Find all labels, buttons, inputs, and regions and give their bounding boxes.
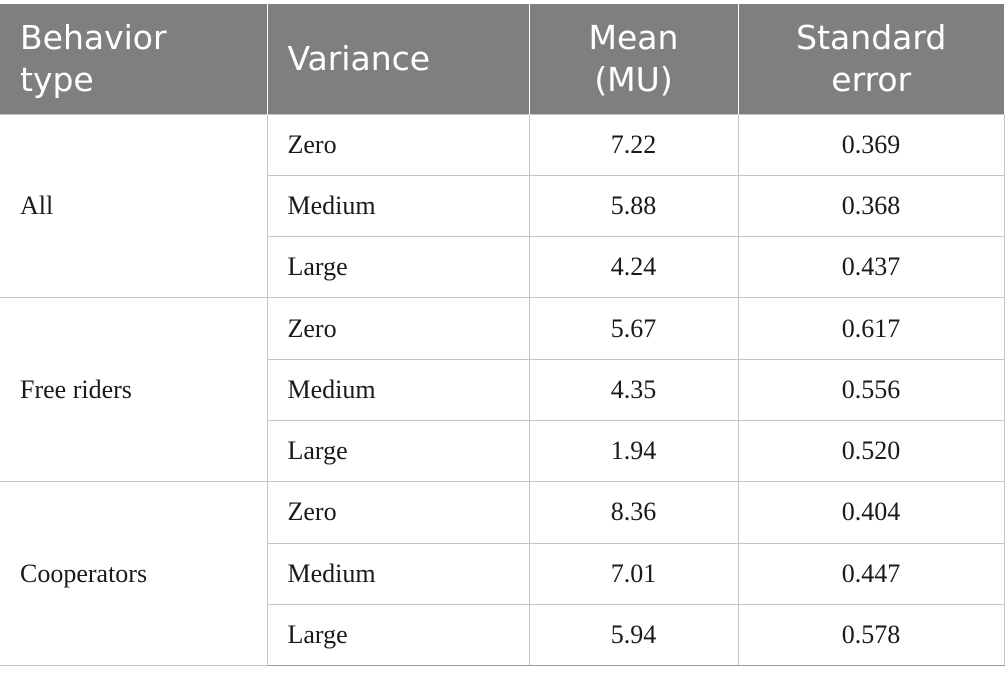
group-label: All (0, 113, 268, 299)
mean-cell: 8.36 (528, 481, 739, 544)
table-body: All Zero 7.22 0.369 Medium 5.88 0.368 La… (0, 113, 1005, 667)
standard-error-cell: 0.578 (737, 603, 1005, 667)
variance-cell: Medium (266, 174, 530, 238)
table-row: All Zero 7.22 0.369 (0, 113, 1005, 299)
mean-cell: 7.22 (528, 113, 739, 176)
variance-cell: Large (266, 419, 530, 483)
table-row: Medium 5.88 0.368 (0, 174, 1005, 238)
group-label: Cooperators (0, 481, 268, 667)
header-variance: Variance (266, 4, 529, 114)
variance-cell: Zero (266, 297, 530, 360)
standard-error-cell: 0.369 (737, 113, 1005, 176)
mean-cell: 5.67 (528, 297, 739, 360)
table-row: Large 1.94 0.520 (0, 419, 1005, 483)
mean-cell: 1.94 (528, 419, 739, 483)
mean-cell: 5.94 (528, 603, 739, 667)
variance-cell: Medium (266, 542, 530, 605)
standard-error-cell: 0.447 (737, 542, 1005, 605)
header-behavior-type: Behavior type (0, 4, 267, 114)
variance-cell: Zero (266, 113, 530, 176)
header-standard-error: Standard error (737, 4, 1004, 114)
standard-error-cell: 0.437 (737, 236, 1005, 299)
table-row: Free riders Zero 5.67 0.617 (0, 297, 1005, 483)
mean-cell: 7.01 (528, 542, 739, 605)
standard-error-cell: 0.404 (737, 481, 1005, 544)
variance-cell: Medium (266, 358, 530, 421)
header-row: Behavior type Variance Mean (MU) Standar… (0, 4, 1004, 114)
standard-error-cell: 0.520 (737, 419, 1005, 483)
standard-error-cell: 0.368 (737, 174, 1005, 238)
standard-error-cell: 0.556 (737, 358, 1005, 421)
header-mean: Mean (MU) (528, 4, 738, 114)
standard-error-cell: 0.617 (737, 297, 1005, 360)
variance-cell: Large (266, 603, 530, 667)
group-label: Free riders (0, 297, 268, 483)
mean-cell: 4.35 (528, 358, 739, 421)
mean-cell: 5.88 (528, 174, 739, 238)
table-header: Behavior type Variance Mean (MU) Standar… (0, 4, 1004, 114)
results-table: Behavior type Variance Mean (MU) Standar… (0, 4, 1005, 667)
table-row: Cooperators Zero 8.36 0.404 (0, 481, 1005, 667)
mean-cell: 4.24 (528, 236, 739, 299)
table-row: Large 5.94 0.578 (0, 603, 1005, 667)
variance-cell: Large (266, 236, 530, 299)
variance-cell: Zero (266, 481, 530, 544)
table-row: Medium 7.01 0.447 (0, 542, 1005, 605)
